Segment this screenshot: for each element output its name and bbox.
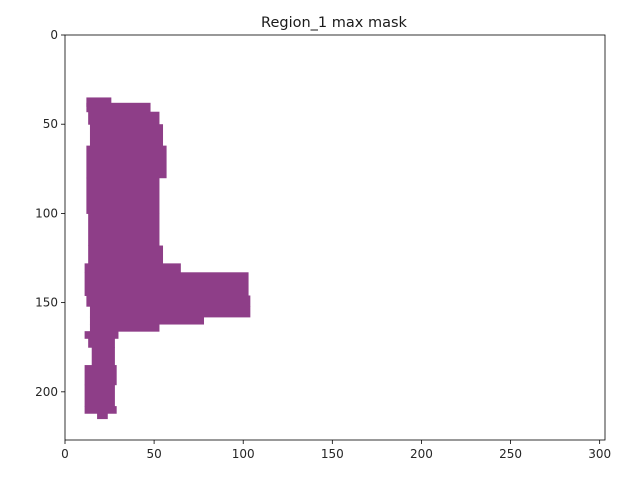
mask-segment bbox=[86, 97, 112, 107]
mask-segment bbox=[86, 145, 167, 179]
x-tick-label: 0 bbox=[61, 447, 69, 461]
mask-segment bbox=[84, 272, 249, 296]
mask-segment bbox=[86, 295, 251, 307]
y-tick-label: 200 bbox=[35, 385, 58, 399]
mask-segment bbox=[89, 316, 205, 325]
mask-segment bbox=[86, 102, 151, 113]
plot-frame bbox=[64, 34, 606, 441]
plot-area bbox=[64, 34, 606, 441]
mask-layer bbox=[84, 97, 251, 420]
mask-segment bbox=[86, 177, 160, 214]
x-tick-label: 100 bbox=[232, 447, 255, 461]
mask-segment bbox=[84, 406, 117, 414]
y-tick-label: 50 bbox=[43, 117, 58, 131]
x-tick-label: 250 bbox=[499, 447, 522, 461]
mask-segment bbox=[84, 384, 115, 407]
mask-segment bbox=[88, 213, 160, 247]
mask-segment bbox=[88, 338, 115, 348]
y-tick-label: 100 bbox=[35, 206, 58, 220]
x-tick-label: 150 bbox=[321, 447, 344, 461]
y-tick-label: 0 bbox=[50, 28, 58, 42]
chart-title: Region_1 max mask bbox=[261, 15, 407, 31]
mask-segment bbox=[91, 347, 115, 366]
x-tick-label: 50 bbox=[146, 447, 161, 461]
mask-segment bbox=[89, 124, 164, 147]
x-axis: 0 50 100 150 200 250 300 bbox=[61, 440, 611, 461]
mask-segment bbox=[89, 306, 251, 318]
mask-segment bbox=[97, 413, 108, 420]
mask-segment bbox=[84, 365, 117, 386]
y-axis: 0 50 100 150 200 bbox=[35, 28, 65, 399]
x-tick-label: 300 bbox=[588, 447, 611, 461]
x-tick-label: 200 bbox=[410, 447, 433, 461]
mask-segment bbox=[84, 263, 181, 273]
mask-segment bbox=[84, 331, 119, 339]
mask-segment bbox=[89, 324, 160, 332]
y-tick-label: 150 bbox=[35, 296, 58, 310]
mask-segment bbox=[88, 111, 160, 125]
mask-segment bbox=[88, 245, 164, 264]
